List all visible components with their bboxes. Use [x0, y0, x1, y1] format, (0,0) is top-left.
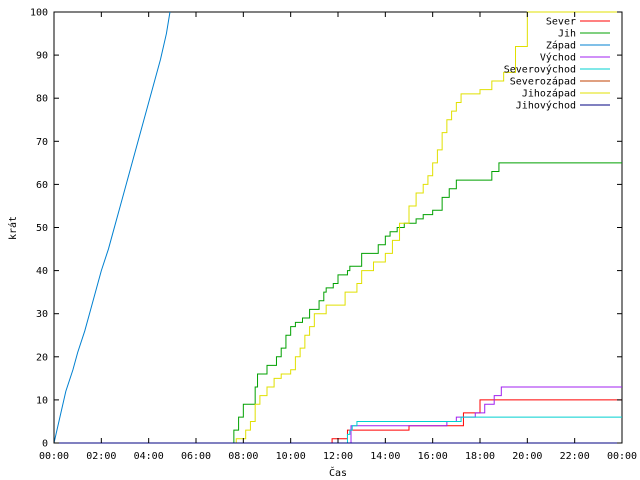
- legend-label: Jihovýchod: [516, 100, 576, 112]
- legend-label: Západ: [546, 40, 576, 52]
- series-line: [54, 11, 622, 444]
- x-tick-label: 08:00: [228, 451, 258, 462]
- legend-label: Sever: [546, 17, 576, 28]
- y-tick-label: 0: [42, 439, 48, 450]
- x-tick-label: 02:00: [86, 451, 116, 462]
- y-tick-label: 20: [36, 352, 48, 363]
- series-line: [54, 162, 622, 444]
- y-tick-label: 100: [30, 8, 48, 19]
- y-tick-label: 50: [36, 223, 48, 234]
- series-line: [54, 386, 622, 444]
- y-tick-label: 30: [36, 309, 48, 320]
- x-tick-label: 22:00: [560, 451, 590, 462]
- series-line: [53, 11, 171, 444]
- ticks-layer: 0 10 20 30 40 50 60 70 80 90 100 00:00 02:00 04:00 06:…: [30, 8, 637, 463]
- x-tick-label: 00:00: [607, 451, 637, 462]
- x-tick-label: 20:00: [512, 451, 542, 462]
- x-axis-title: Čas: [329, 466, 347, 479]
- x-tick-label: 00:00: [39, 451, 69, 462]
- y-tick-label: 40: [36, 266, 48, 277]
- x-tick-label: 16:00: [418, 451, 448, 462]
- x-tick-label: 18:00: [465, 451, 495, 462]
- legend-label: Severozápad: [510, 76, 576, 88]
- x-tick-label: 06:00: [181, 451, 211, 462]
- x-tick-label: 14:00: [370, 451, 400, 462]
- y-axis-title: krát: [7, 216, 19, 240]
- y-tick-label: 80: [36, 94, 48, 105]
- legend: SeverJihZápadVýchodSeverovýchodSeverozáp…: [504, 17, 610, 112]
- y-tick-label: 90: [36, 51, 48, 62]
- y-tick-label: 60: [36, 180, 48, 191]
- legend-label: Jihozápad: [522, 88, 576, 100]
- x-tick-label: 12:00: [323, 451, 353, 462]
- legend-label: Jih: [558, 29, 576, 40]
- legend-label: Severovýchod: [504, 64, 576, 76]
- x-tick-label: 10:00: [276, 451, 306, 462]
- legend-label: Východ: [540, 52, 576, 64]
- y-tick-label: 10: [36, 395, 48, 406]
- x-tick-label: 04:00: [134, 451, 164, 462]
- series-line: [54, 399, 622, 444]
- y-tick-label: 70: [36, 137, 48, 148]
